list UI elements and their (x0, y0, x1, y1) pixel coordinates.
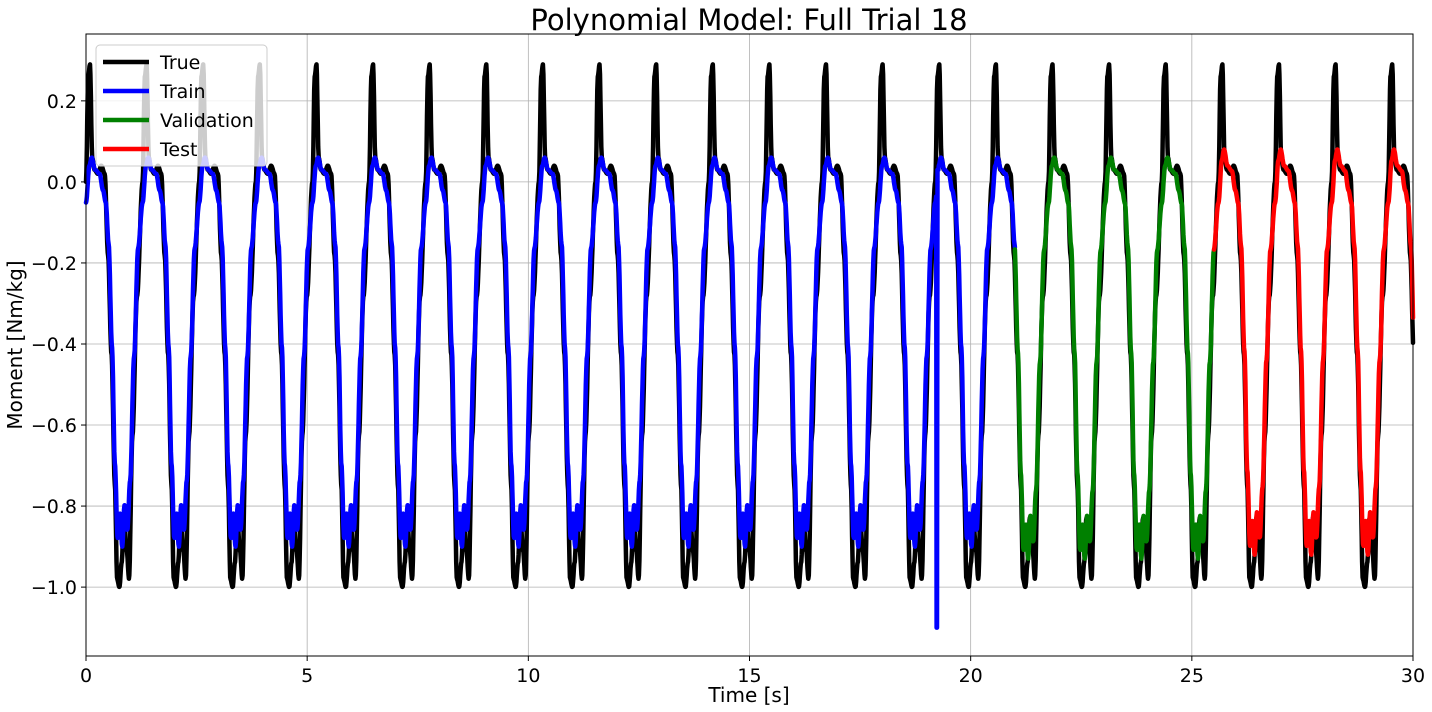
x-tick-label: 20 (959, 665, 983, 687)
y-tick-label: 0.0 (47, 172, 77, 194)
legend: True Train Validation Test (95, 44, 268, 167)
y-tick-label: −0.2 (31, 253, 77, 275)
chart-title: Polynomial Model: Full Trial 18 (530, 3, 967, 37)
x-tick-label: 10 (516, 665, 540, 687)
y-tick-label: −0.8 (31, 496, 77, 518)
x-tick-label: 25 (1180, 665, 1204, 687)
y-tick-label: 0.2 (47, 91, 77, 113)
x-tick-label: 30 (1401, 665, 1425, 687)
series-line-test (1211, 147, 1416, 557)
y-tick-label: −0.4 (31, 334, 77, 356)
y-tick-label: −0.6 (31, 415, 77, 437)
legend-label: True (159, 52, 200, 74)
x-axis-label: Time [s] (707, 683, 789, 707)
x-tick-label: 5 (301, 665, 313, 687)
x-tick-label: 0 (80, 665, 92, 687)
x-tick-label: 15 (737, 665, 761, 687)
series-line-train (83, 155, 1018, 630)
y-axis-label: Moment [Nm/kg] (3, 260, 27, 429)
x-ticks: 0 5 10 15 20 25 30 (80, 656, 1425, 687)
legend-label: Test (159, 139, 197, 161)
y-ticks: −1.0 −0.8 −0.6 −0.4 −0.2 0.0 0.2 (31, 91, 86, 599)
legend-box (95, 44, 268, 167)
y-tick-label: −1.0 (31, 577, 77, 599)
legend-label: Train (159, 81, 206, 103)
series-group (83, 62, 1416, 630)
legend-label: Validation (160, 110, 254, 132)
series-line-validation (1012, 155, 1217, 561)
